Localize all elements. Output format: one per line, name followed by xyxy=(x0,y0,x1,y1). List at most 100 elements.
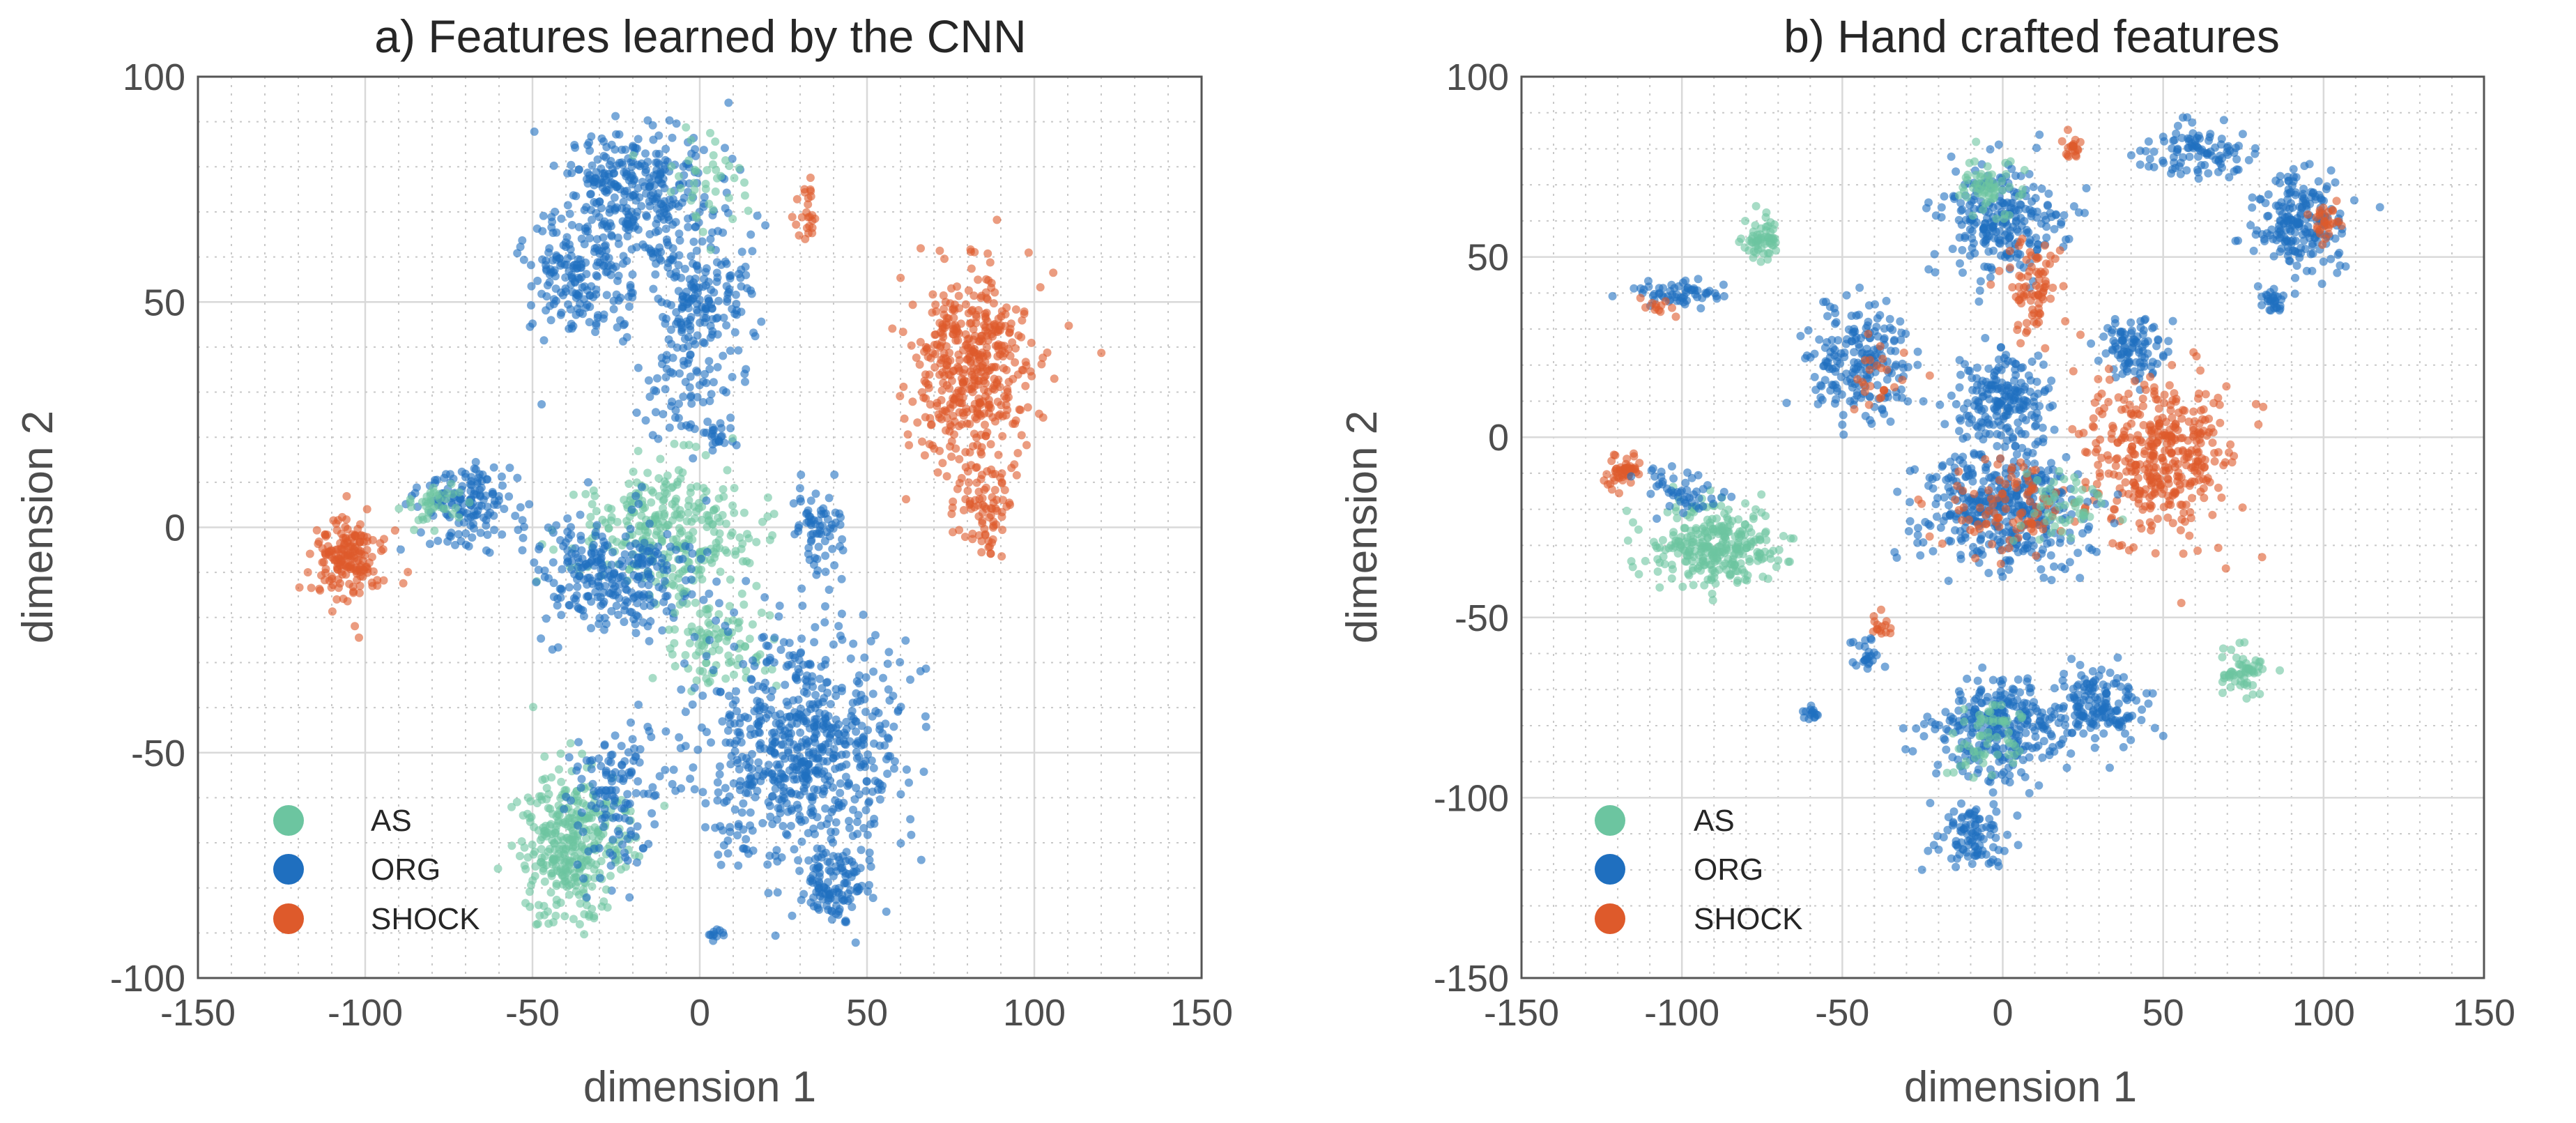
scatter-point-org xyxy=(570,570,579,579)
x-tick-label: -50 xyxy=(505,992,560,1034)
scatter-point-org xyxy=(773,888,782,897)
scatter-point-org xyxy=(644,581,653,590)
scatter-point-org xyxy=(724,98,733,107)
scatter-point-as xyxy=(705,199,714,208)
y-tick-label: -50 xyxy=(131,733,185,774)
scatter-point-org xyxy=(549,558,558,567)
scatter-point-org xyxy=(639,590,648,599)
scatter-point-org xyxy=(848,857,857,866)
legend-marker-as xyxy=(273,805,304,836)
scatter-point-org xyxy=(679,356,688,365)
scatter-point-as xyxy=(1755,532,1764,541)
scatter-point-org xyxy=(1681,276,1690,285)
scatter-point-shock xyxy=(1636,293,1645,303)
scatter-point-org xyxy=(674,287,683,296)
scatter-point-shock xyxy=(990,486,999,494)
scatter-point-as xyxy=(430,526,439,535)
scatter-point-as xyxy=(1981,199,1990,208)
scatter-point-as xyxy=(454,513,463,522)
scatter-point-org xyxy=(611,204,620,213)
scatter-point-org xyxy=(889,692,898,701)
scatter-point-shock xyxy=(1890,383,1899,392)
scatter-point-org xyxy=(576,784,585,792)
scatter-point-shock xyxy=(945,349,954,358)
scatter-point-org xyxy=(779,638,788,647)
scatter-point-as xyxy=(546,869,555,878)
scatter-point-org xyxy=(1823,312,1832,321)
scatter-point-org xyxy=(608,835,618,844)
scatter-point-as xyxy=(569,490,578,499)
scatter-point-org xyxy=(623,216,632,225)
scatter-point-as xyxy=(534,901,543,910)
scatter-point-org xyxy=(632,611,641,620)
scatter-point-org xyxy=(558,586,567,595)
scatter-point-org xyxy=(620,757,629,766)
scatter-point-shock xyxy=(312,526,321,535)
scatter-point-org xyxy=(645,557,654,566)
scatter-point-org xyxy=(700,275,709,284)
scatter-point-org xyxy=(854,671,864,680)
scatter-point-shock xyxy=(997,479,1006,488)
scatter-point-org xyxy=(717,424,726,433)
scatter-point-org xyxy=(693,265,703,274)
scatter-point-shock xyxy=(983,317,992,326)
scatter-point-shock xyxy=(327,583,336,592)
scatter-point-as xyxy=(569,915,578,924)
scatter-point-org xyxy=(813,844,822,853)
scatter-point-shock xyxy=(940,406,949,415)
scatter-point-org xyxy=(613,234,622,242)
scatter-point-as xyxy=(546,804,555,813)
scatter-point-as xyxy=(588,500,597,509)
scatter-point-as xyxy=(2001,158,2010,167)
scatter-point-as xyxy=(714,494,723,503)
scatter-point-org xyxy=(702,379,711,388)
scatter-point-org xyxy=(1703,481,1712,490)
scatter-point-shock xyxy=(1011,305,1020,314)
scatter-point-org xyxy=(808,871,818,880)
scatter-point-org xyxy=(1924,198,1933,207)
scatter-point-shock xyxy=(806,174,815,182)
scatter-point-org xyxy=(698,692,707,700)
scatter-point-as xyxy=(1753,551,1762,560)
scatter-point-shock xyxy=(989,517,998,526)
scatter-point-org xyxy=(601,810,611,819)
scatter-point-org xyxy=(1650,472,1659,481)
scatter-point-shock xyxy=(333,545,342,554)
scatter-point-org xyxy=(549,593,558,602)
scatter-point-org xyxy=(1832,395,1841,404)
scatter-point-as xyxy=(1972,137,1981,146)
scatter-point-org xyxy=(577,808,586,817)
scatter-point-org xyxy=(1831,380,1840,389)
scatter-point-org xyxy=(796,728,805,737)
scatter-point-org xyxy=(600,613,609,622)
scatter-point-shock xyxy=(342,491,351,501)
scatter-point-org xyxy=(469,524,478,533)
scatter-point-as xyxy=(443,489,452,498)
scatter-point-org xyxy=(701,799,710,808)
scatter-point-org xyxy=(516,243,525,252)
scatter-point-org xyxy=(2057,218,2066,227)
scatter-point-org xyxy=(483,530,492,540)
scatter-point-as xyxy=(674,592,683,601)
scatter-point-org xyxy=(607,231,616,240)
scatter-point-shock xyxy=(321,568,330,577)
scatter-point-org xyxy=(692,305,701,314)
scatter-point-org xyxy=(668,353,677,362)
scatter-point-as xyxy=(1655,583,1664,592)
scatter-point-org xyxy=(919,767,928,777)
scatter-point-org xyxy=(850,795,859,804)
scatter-point-as xyxy=(671,503,680,512)
scatter-point-shock xyxy=(1652,303,1661,312)
scatter-point-org xyxy=(663,530,672,539)
scatter-point-org xyxy=(838,762,846,771)
scatter-point-org xyxy=(2014,249,2023,258)
scatter-point-org xyxy=(574,738,583,747)
scatter-point-org xyxy=(586,190,595,199)
scatter-point-org xyxy=(1681,478,1690,487)
scatter-point-org xyxy=(687,565,696,574)
scatter-point-org xyxy=(621,532,630,541)
scatter-point-org xyxy=(1994,140,2003,149)
scatter-point-as xyxy=(1735,533,1744,542)
scatter-point-org xyxy=(2040,211,2049,220)
scatter-point-as xyxy=(1998,176,2007,185)
